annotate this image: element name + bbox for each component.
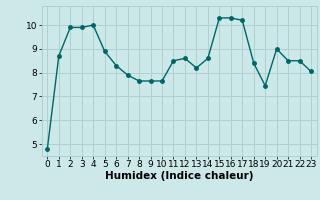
X-axis label: Humidex (Indice chaleur): Humidex (Indice chaleur) — [105, 171, 253, 181]
